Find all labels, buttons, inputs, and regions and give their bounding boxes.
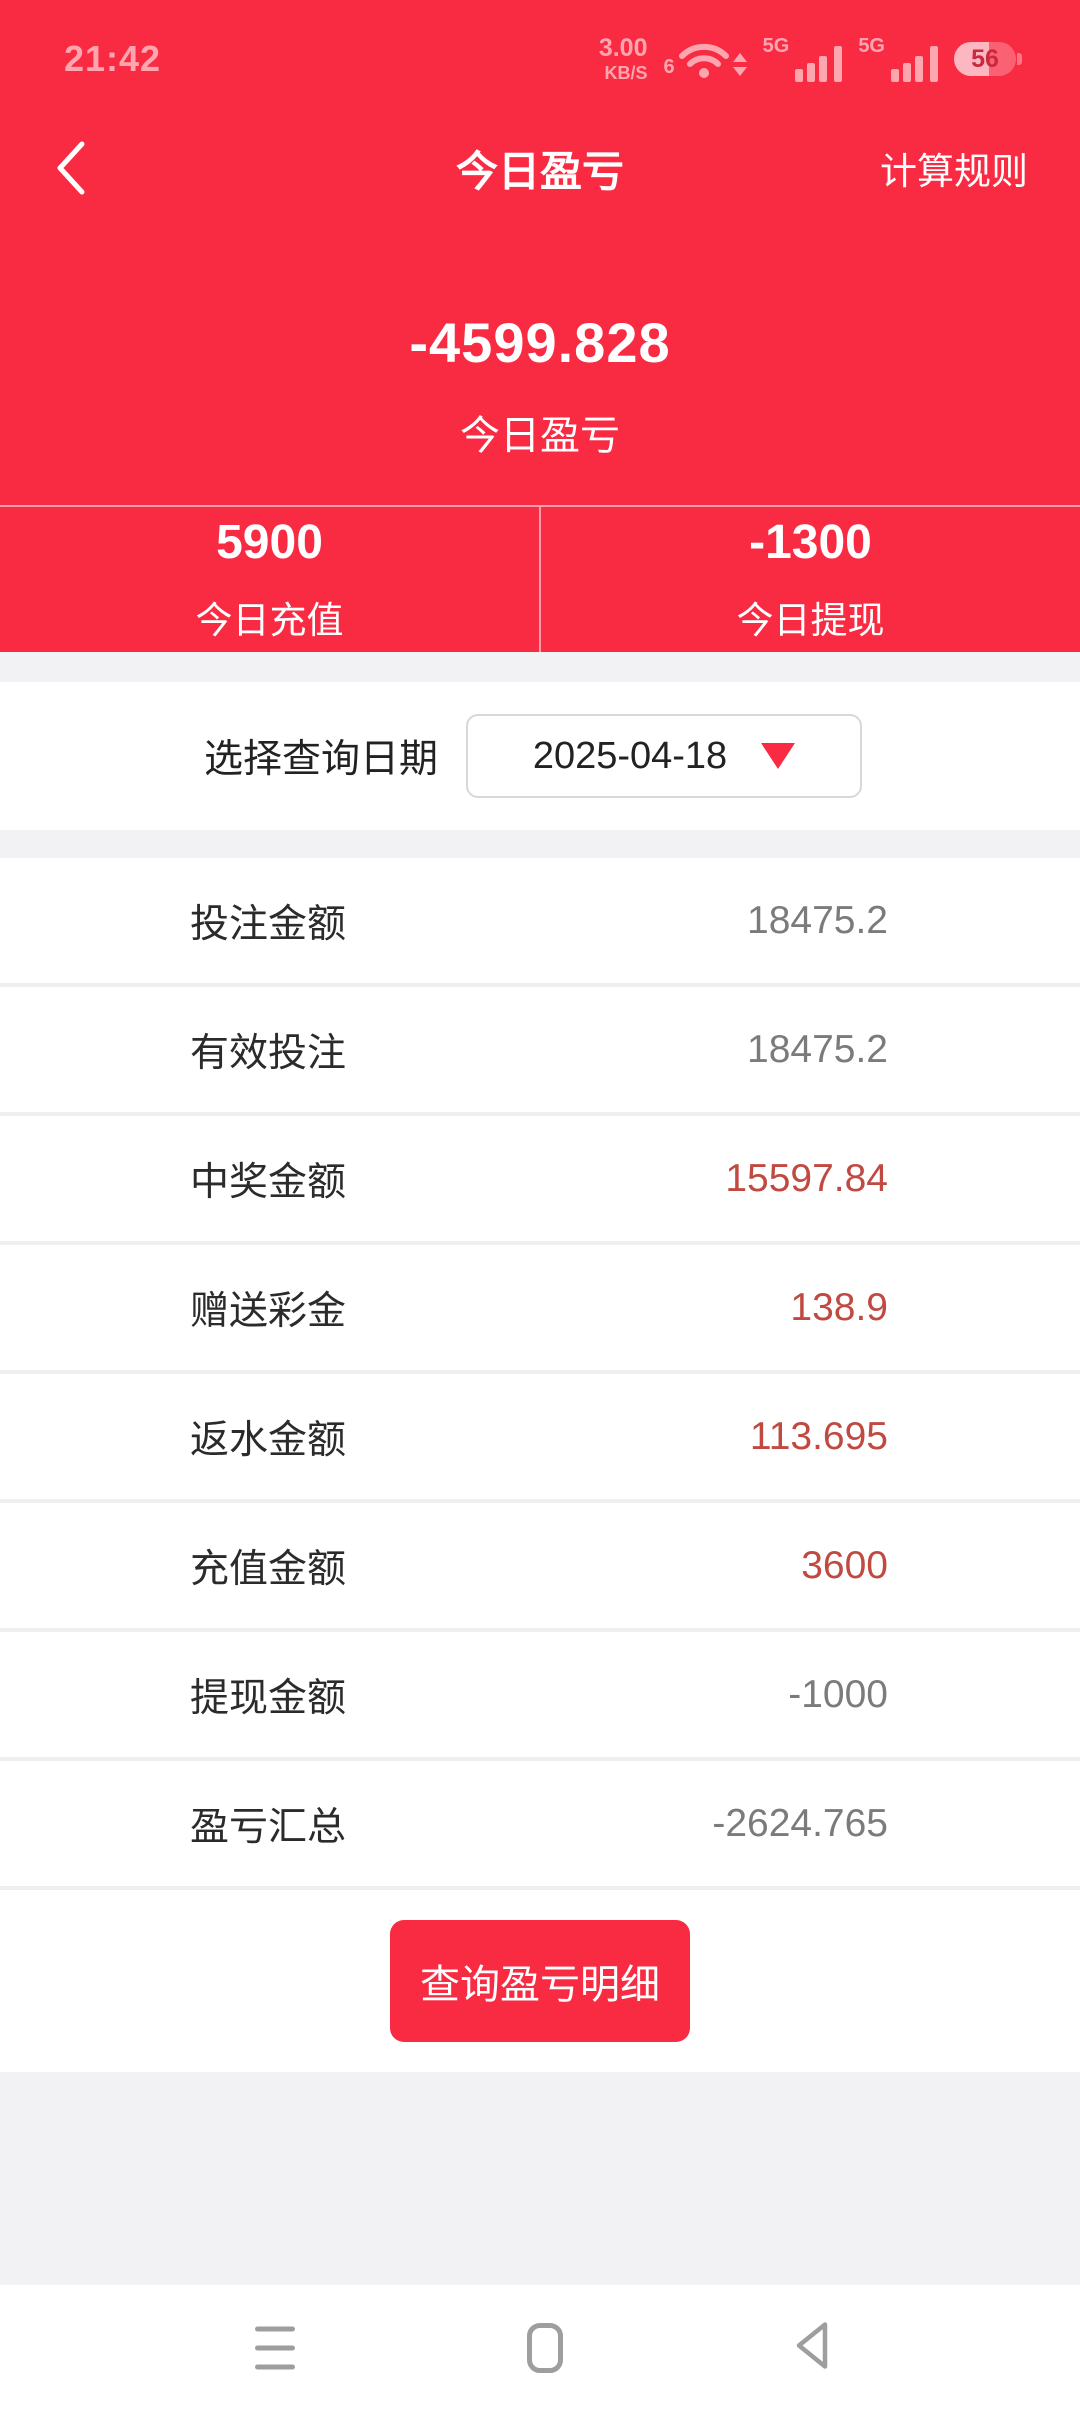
- row-label: 赠送彩金: [190, 1289, 347, 1333]
- row-label: 有效投注: [190, 1031, 347, 1075]
- today-withdraw-label: 今日提现: [736, 600, 885, 641]
- recents-icon[interactable]: [255, 2326, 295, 2369]
- summary-row-withdraw: 提现金额 -1000: [0, 1628, 1080, 1757]
- page-title: 今日盈亏: [455, 147, 624, 195]
- today-withdraw-stat: -1300 今日提现: [541, 507, 1080, 652]
- back-button[interactable]: [52, 133, 112, 203]
- network-speed-unit: KB/S: [604, 63, 648, 83]
- row-label: 提现金额: [190, 1676, 347, 1720]
- clock: 21:42: [64, 38, 162, 79]
- status-icons: 3.00 KB/S 6 5G: [598, 34, 1022, 83]
- selected-date: 2025-04-18: [532, 734, 728, 777]
- section-divider: [0, 830, 1080, 858]
- wifi-icon: 6: [664, 40, 747, 78]
- row-value: 113.695: [749, 1414, 888, 1458]
- data-transfer-arrows-icon: [732, 53, 747, 76]
- row-value: 3600: [801, 1543, 888, 1587]
- calc-rules-link[interactable]: 计算规则: [880, 151, 1028, 192]
- signal-bars-icon: [795, 46, 843, 82]
- today-deposit-label: 今日充值: [195, 600, 344, 641]
- action-section: 查询盈亏明细: [0, 1886, 1080, 2072]
- summary-row-win-amount: 中奖金额 15597.84: [0, 1112, 1080, 1241]
- date-picker-section: 选择查询日期 2025-04-18: [0, 682, 1080, 830]
- caret-down-icon: [761, 743, 796, 769]
- today-deposit-value: 5900: [216, 516, 323, 569]
- row-value: -1000: [788, 1672, 888, 1716]
- summary-row-valid-bet: 有效投注 18475.2: [0, 983, 1080, 1112]
- today-profit-value: -4599.828: [409, 311, 671, 374]
- wifi-generation-label: 6: [663, 56, 675, 78]
- battery-icon: 56: [954, 42, 1022, 76]
- network-speed: 3.00 KB/S: [598, 34, 648, 83]
- row-label: 充值金额: [190, 1547, 347, 1591]
- summary-row-rebate: 返水金额 113.695: [0, 1370, 1080, 1499]
- date-picker-dropdown[interactable]: 2025-04-18: [466, 714, 863, 798]
- sim1-network-label: 5G: [762, 35, 790, 57]
- today-deposit-stat: 5900 今日充值: [0, 507, 541, 652]
- wifi-arcs-icon: [678, 43, 729, 78]
- summary-row-deposit: 充值金额 3600: [0, 1499, 1080, 1628]
- summary-row-total: 盈亏汇总 -2624.765: [0, 1757, 1080, 1886]
- query-detail-button[interactable]: 查询盈亏明细: [390, 1920, 690, 2042]
- battery-fill: [954, 42, 989, 76]
- summary-row-bonus: 赠送彩金 138.9: [0, 1241, 1080, 1370]
- today-profit-label: 今日盈亏: [460, 414, 620, 458]
- section-divider: [0, 652, 1080, 682]
- sim2-signal-icon: 5G: [858, 36, 938, 82]
- row-value: -2624.765: [712, 1801, 888, 1845]
- date-picker-label: 选择查询日期: [204, 738, 439, 781]
- status-bar: 21:42 3.00 KB/S 6: [0, 0, 1080, 88]
- title-bar: 今日盈亏 计算规则: [0, 88, 1080, 248]
- row-label: 返水金额: [190, 1418, 347, 1462]
- system-nav-bar: [0, 2285, 1080, 2410]
- chevron-left-icon: [57, 141, 85, 195]
- network-speed-value: 3.00: [598, 34, 648, 62]
- hero-stats: 5900 今日充值 -1300 今日提现: [0, 505, 1080, 652]
- summary-list: 投注金额 18475.2 有效投注 18475.2 中奖金额 15597.84 …: [0, 858, 1080, 1886]
- row-label: 盈亏汇总: [190, 1805, 347, 1849]
- sim2-network-label: 5G: [858, 35, 885, 57]
- today-withdraw-value: -1300: [749, 516, 872, 569]
- row-label: 投注金额: [190, 902, 347, 946]
- row-label: 中奖金额: [190, 1160, 347, 1204]
- signal-bars-icon: [891, 46, 938, 82]
- home-icon[interactable]: [527, 2322, 563, 2373]
- back-icon[interactable]: [791, 2318, 833, 2377]
- row-value: 18475.2: [747, 898, 888, 942]
- hero-header: 21:42 3.00 KB/S 6: [0, 0, 1080, 652]
- row-value: 18475.2: [747, 1027, 888, 1071]
- battery-percent: 56: [971, 44, 999, 73]
- footer-spacer: [0, 2072, 1080, 2285]
- row-value: 15597.84: [725, 1156, 888, 1200]
- summary-row-bet-amount: 投注金额 18475.2: [0, 858, 1080, 983]
- sim1-signal-icon: 5G: [763, 36, 843, 82]
- row-value: 138.9: [790, 1285, 888, 1329]
